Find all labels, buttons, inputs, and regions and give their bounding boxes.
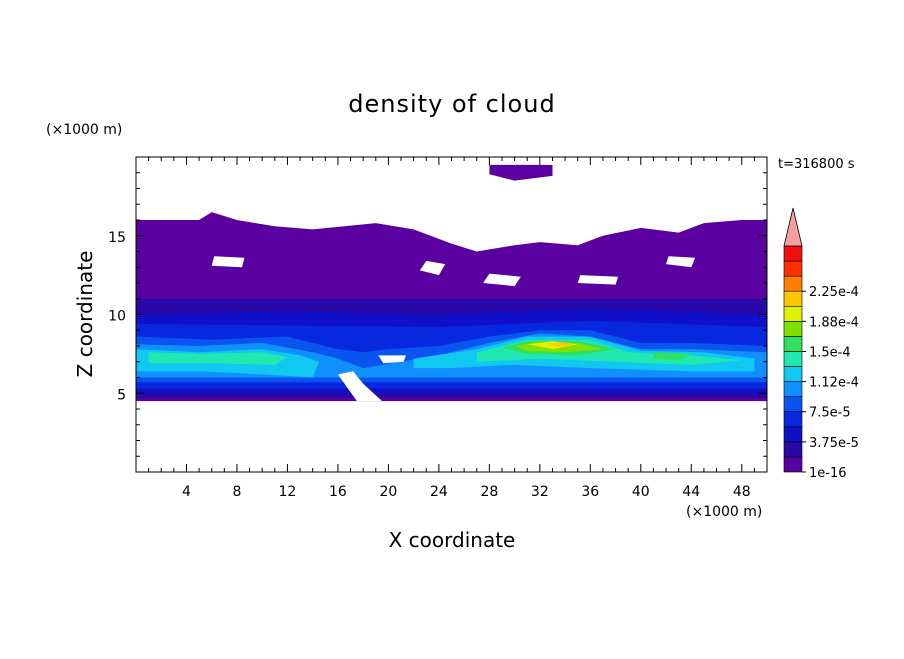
x-tick-label: 28	[480, 484, 498, 500]
x-tick-label: 40	[632, 484, 650, 500]
chart-title: density of cloud	[348, 90, 555, 118]
contour-region-15	[546, 342, 573, 347]
y-axis-unit: (×1000 m)	[46, 122, 122, 138]
colorbar: 1e-16 3.75e-5 7.5e-5 1.12e-4 1.5e-4 1.88e-4 2.…	[783, 207, 859, 481]
colorbar-extend-arrow	[783, 207, 803, 247]
clear-region-0	[337, 371, 383, 402]
colorbar-tick-label: 1e-16	[809, 466, 847, 481]
colorbar-swatch	[783, 260, 803, 277]
clear-region-4	[577, 275, 619, 285]
colorbar-swatch	[783, 321, 803, 337]
x-tick-label: 8	[232, 484, 241, 500]
colorbar-tick-label: 1.12e-4	[809, 376, 859, 391]
colorbar-tick-label: 7.5e-5	[809, 406, 851, 421]
colorbar-swatch	[783, 305, 803, 322]
colorbar-swatch	[783, 290, 803, 307]
x-tick-label: 32	[531, 484, 549, 500]
x-tick-label: 36	[581, 484, 599, 500]
colorbar-swatch	[783, 456, 803, 473]
clear-region-2	[419, 260, 446, 276]
x-tick-label: 4	[182, 484, 191, 500]
x-tick-label: 44	[682, 484, 700, 500]
x-tick-label: 48	[733, 484, 751, 500]
colorbar-swatch	[783, 381, 803, 397]
colorbar-tick-label: 3.75e-5	[809, 436, 859, 451]
y-axis: 5 10 15	[108, 172, 767, 457]
x-tick-label: 24	[430, 484, 448, 500]
y-tick-label: 5	[117, 387, 126, 403]
colorbar-swatch	[783, 351, 803, 367]
x-axis-unit: (×1000 m)	[686, 504, 762, 520]
colorbar-swatch	[783, 411, 803, 428]
clear-region-3	[483, 273, 521, 287]
contour-region-1	[489, 164, 553, 181]
clear-region-6	[666, 256, 696, 268]
clear-region-5	[211, 256, 245, 268]
time-label: t=316800 s	[778, 157, 855, 172]
x-tick-label: 20	[379, 484, 397, 500]
colorbar-swatch	[783, 336, 803, 352]
x-axis-label: X coordinate	[389, 528, 516, 552]
x-tick-label: 16	[329, 484, 347, 500]
colorbar-tick-label: 1.88e-4	[809, 315, 859, 330]
x-tick-label: 12	[279, 484, 297, 500]
y-axis-label: Z coordinate	[73, 251, 97, 378]
colorbar-tick-label: 2.25e-4	[809, 285, 859, 300]
colorbar-tick-label: 1.5e-4	[809, 345, 851, 360]
x-axis: 4 8 12 16 20 24 28 32 36 40 44 48	[148, 157, 755, 500]
clear-region-1	[378, 355, 407, 364]
colorbar-swatch	[783, 426, 803, 443]
contour-region-12	[653, 352, 692, 361]
colorbar-swatch	[783, 366, 803, 382]
y-tick-label: 15	[108, 230, 126, 246]
y-tick-label: 10	[108, 309, 126, 325]
colorbar-swatch	[783, 245, 803, 262]
colorbar-swatch	[783, 396, 803, 413]
colorbar-swatch	[783, 441, 803, 458]
colorbar-swatch	[783, 275, 803, 292]
plot-area	[136, 164, 767, 402]
contour-region-9	[148, 352, 288, 365]
